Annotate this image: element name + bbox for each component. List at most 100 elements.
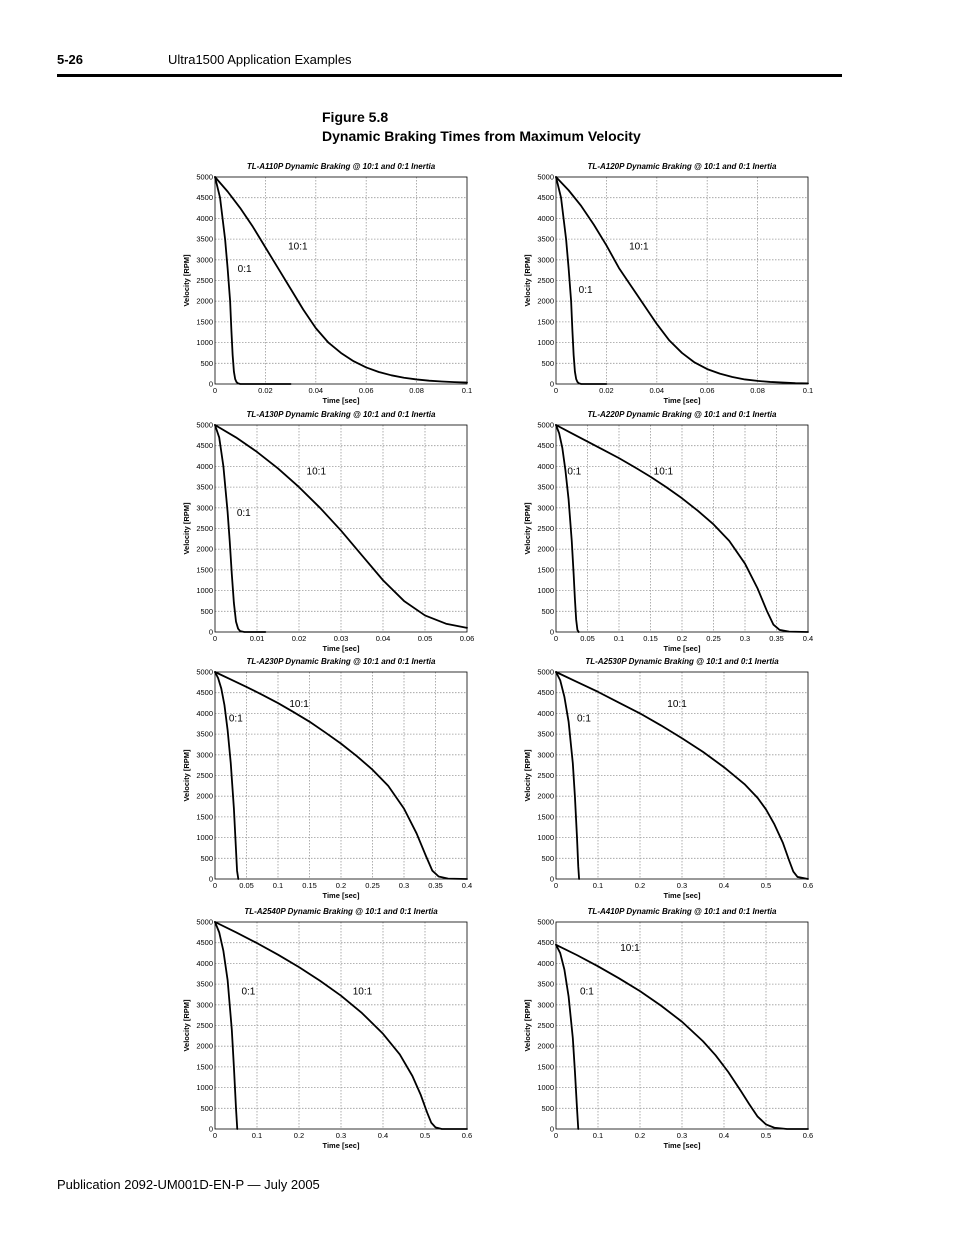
y-tick-label: 5000: [537, 173, 554, 182]
y-tick-label: 1000: [537, 1083, 554, 1092]
y-tick-label: 5000: [537, 918, 554, 927]
x-tick-label: 0.05: [239, 881, 254, 890]
y-tick-label: 1000: [537, 338, 554, 347]
plot-frame: [555, 921, 809, 1130]
x-axis-label: Time [sec]: [664, 891, 701, 900]
x-tick-label: 0.3: [677, 1131, 687, 1140]
plot-frame: [214, 671, 468, 880]
y-tick-label: 1000: [537, 586, 554, 595]
series-label: 10:1: [353, 986, 373, 997]
x-axis-label: Time [sec]: [323, 644, 360, 653]
chart-title: TL-A120P Dynamic Braking @ 10:1 and 0:1 …: [588, 162, 777, 171]
y-tick-label: 4000: [537, 959, 554, 968]
y-tick-label: 1000: [196, 833, 213, 842]
y-tick-label: 3000: [196, 255, 213, 264]
y-axis-label: Velocity [RPM]: [182, 502, 191, 555]
y-tick-label: 4500: [537, 193, 554, 202]
x-tick-label: 0.35: [769, 634, 784, 643]
x-tick-label: 0.04: [649, 386, 664, 395]
y-tick-label: 4500: [196, 938, 213, 947]
y-tick-label: 5000: [196, 421, 213, 430]
y-tick-label: 500: [200, 607, 213, 616]
y-tick-label: 500: [541, 1104, 554, 1113]
y-tick-label: 3000: [196, 750, 213, 759]
y-tick-label: 0: [550, 1125, 554, 1134]
x-tick-label: 0.3: [740, 634, 750, 643]
y-tick-label: 2500: [196, 1021, 213, 1030]
x-tick-label: 0.01: [250, 634, 265, 643]
y-tick-label: 4000: [537, 462, 554, 471]
y-tick-label: 4500: [537, 938, 554, 947]
y-axis-label: Velocity [RPM]: [523, 254, 532, 307]
y-tick-label: 1500: [196, 812, 213, 821]
figure-number: Figure 5.8: [322, 109, 389, 125]
series-label: 10:1: [288, 241, 308, 252]
plot-frame: [555, 671, 809, 880]
chart-title: TL-A220P Dynamic Braking @ 10:1 and 0:1 …: [588, 410, 777, 419]
x-tick-label: 0: [213, 634, 217, 643]
x-tick-label: 0.2: [294, 1131, 304, 1140]
y-tick-label: 4500: [196, 193, 213, 202]
x-tick-label: 0.04: [308, 386, 323, 395]
y-tick-label: 500: [541, 359, 554, 368]
chart-tl-a230p: TL-A230P Dynamic Braking @ 10:1 and 0:1 …: [182, 657, 472, 900]
series-label: 0:1: [577, 714, 591, 725]
x-axis-label: Time [sec]: [323, 396, 360, 405]
x-tick-label: 0.5: [761, 1131, 771, 1140]
y-tick-label: 2000: [537, 545, 554, 554]
x-tick-label: 0.4: [378, 1131, 388, 1140]
series-label: 10:1: [667, 699, 687, 710]
series-label: 10:1: [307, 467, 327, 478]
series-label: 0:1: [579, 285, 593, 296]
series-label: 10:1: [289, 699, 309, 710]
y-tick-label: 1000: [196, 1083, 213, 1092]
x-tick-label: 0.6: [803, 1131, 813, 1140]
chart-tl-a220p: TL-A220P Dynamic Braking @ 10:1 and 0:1 …: [523, 410, 813, 653]
x-axis-label: Time [sec]: [323, 891, 360, 900]
plot-frame: [214, 424, 468, 633]
y-tick-label: 4500: [537, 688, 554, 697]
series-line-ratio-0-1: [555, 424, 580, 633]
series-line-ratio-10-1: [214, 921, 468, 1130]
x-tick-label: 0.6: [462, 1131, 472, 1140]
chart-title: TL-A410P Dynamic Braking @ 10:1 and 0:1 …: [588, 907, 777, 916]
y-tick-label: 0: [550, 628, 554, 637]
y-axis-label: Velocity [RPM]: [523, 502, 532, 555]
series-line-ratio-10-1: [214, 424, 468, 629]
x-tick-label: 0.02: [599, 386, 614, 395]
x-tick-label: 0.1: [462, 386, 472, 395]
x-tick-label: 0.25: [365, 881, 380, 890]
y-tick-label: 500: [200, 359, 213, 368]
y-tick-label: 1500: [537, 1062, 554, 1071]
x-tick-label: 0.4: [803, 634, 813, 643]
x-tick-label: 0.3: [677, 881, 687, 890]
y-tick-label: 2500: [537, 276, 554, 285]
y-tick-label: 4000: [196, 462, 213, 471]
y-tick-label: 3000: [537, 255, 554, 264]
series-label: 0:1: [229, 714, 243, 725]
y-tick-label: 3500: [196, 483, 213, 492]
x-tick-label: 0.08: [750, 386, 765, 395]
y-tick-label: 1000: [196, 338, 213, 347]
x-tick-label: 0.05: [418, 634, 433, 643]
x-tick-label: 0.2: [677, 634, 687, 643]
chart-title: TL-A130P Dynamic Braking @ 10:1 and 0:1 …: [247, 410, 436, 419]
x-tick-label: 0: [554, 881, 558, 890]
y-tick-label: 4500: [196, 441, 213, 450]
y-tick-label: 500: [541, 854, 554, 863]
plot-frame: [555, 424, 809, 633]
x-tick-label: 0.1: [593, 881, 603, 890]
series-line-ratio-0-1: [214, 921, 239, 1130]
y-axis-label: Velocity [RPM]: [182, 254, 191, 307]
x-axis-label: Time [sec]: [664, 396, 701, 405]
x-tick-label: 0.25: [706, 634, 721, 643]
y-tick-label: 4000: [196, 214, 213, 223]
x-tick-label: 0.1: [614, 634, 624, 643]
x-tick-label: 0.3: [399, 881, 409, 890]
chart-tl-a120p: TL-A120P Dynamic Braking @ 10:1 and 0:1 …: [523, 162, 813, 405]
x-tick-label: 0.4: [719, 1131, 729, 1140]
y-tick-label: 3000: [537, 1000, 554, 1009]
x-tick-label: 0.5: [420, 1131, 430, 1140]
x-tick-label: 0.1: [252, 1131, 262, 1140]
x-axis-label: Time [sec]: [664, 644, 701, 653]
